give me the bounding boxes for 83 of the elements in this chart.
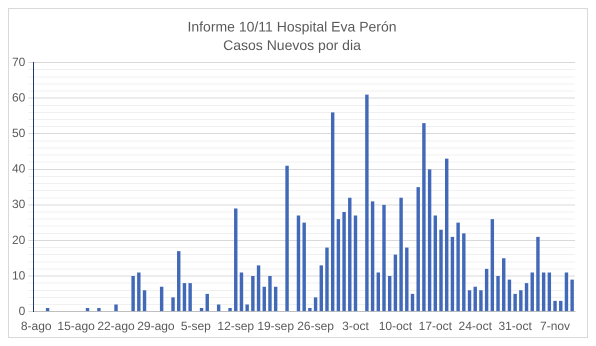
x-tick-label: 22-ago [97,319,136,334]
bar [245,304,249,312]
bar [536,236,540,312]
bar [137,272,141,312]
bar [553,300,557,312]
bar [542,272,546,312]
bar [519,290,523,312]
bar [416,187,420,312]
bar [456,222,460,312]
bar [131,276,135,312]
bar [474,286,477,312]
x-tick-label: 19-sep [257,319,294,334]
bar [513,294,517,312]
bar [46,308,50,312]
bar [370,201,374,312]
x-tick-label: 15-ago [57,319,96,334]
bar [262,286,266,312]
x-tick-label: 3-oct [342,319,370,334]
y-tick-label: 70 [12,54,26,69]
bar [376,272,380,312]
bar [365,94,369,312]
bar [570,280,574,312]
x-tick-label: 29-ago [137,319,175,334]
y-tick-label: 20 [12,232,26,247]
bar [228,308,232,312]
y-tick-label: 0 [18,304,26,318]
bar [251,276,255,312]
y-tick-label: 50 [12,126,26,140]
bar [462,233,466,312]
x-tick-label: 26-sep [297,319,334,334]
x-tick-label: 5-sep [180,319,212,334]
bar [490,219,494,312]
x-tick-label: 31-oct [498,319,532,334]
bar [484,268,488,312]
bar [314,297,318,312]
bar [216,304,220,312]
bar [445,158,448,312]
y-tick-label: 30 [12,197,26,212]
y-tick-label: 60 [12,90,26,104]
bar [274,286,278,312]
bar [428,169,432,312]
bar [564,272,568,312]
bar [336,219,340,312]
bar [240,272,244,312]
bar [399,198,403,312]
x-tick-label: 24-oct [458,319,493,334]
y-tick-label: 10 [12,268,26,282]
bar [188,283,192,312]
bar [308,308,312,312]
x-tick-label: 8-ago [20,319,52,334]
bar [450,236,454,312]
chart-title: Informe 10/11 Hospital Eva Perón [187,18,397,34]
bar [559,300,562,312]
y-tick-label: 40 [12,162,26,176]
bar [160,286,164,312]
x-tick-label: 12-sep [217,319,254,334]
x-tick-label: 7-nov [540,319,570,334]
bar [388,276,392,312]
bar [434,216,438,312]
bar [342,212,346,312]
bar [285,166,289,312]
bar [182,283,186,312]
bar [394,254,398,312]
chart-subtitle: Casos Nuevos por dia [223,37,362,54]
x-tick-label: 10-oct [378,319,413,334]
bar [330,112,334,312]
bar [348,198,352,312]
bar [200,308,204,312]
bar [234,208,238,312]
bar [479,290,483,312]
bar [422,123,426,312]
bar [530,272,534,312]
bar [320,265,323,312]
bar [302,222,306,312]
bar [508,280,512,312]
bar [256,265,260,312]
bar [206,294,209,312]
x-tick-label: 17-oct [418,319,453,334]
bar [97,308,101,312]
bar [177,251,180,312]
bar [548,272,552,312]
bar [502,258,506,312]
bar [405,248,409,312]
